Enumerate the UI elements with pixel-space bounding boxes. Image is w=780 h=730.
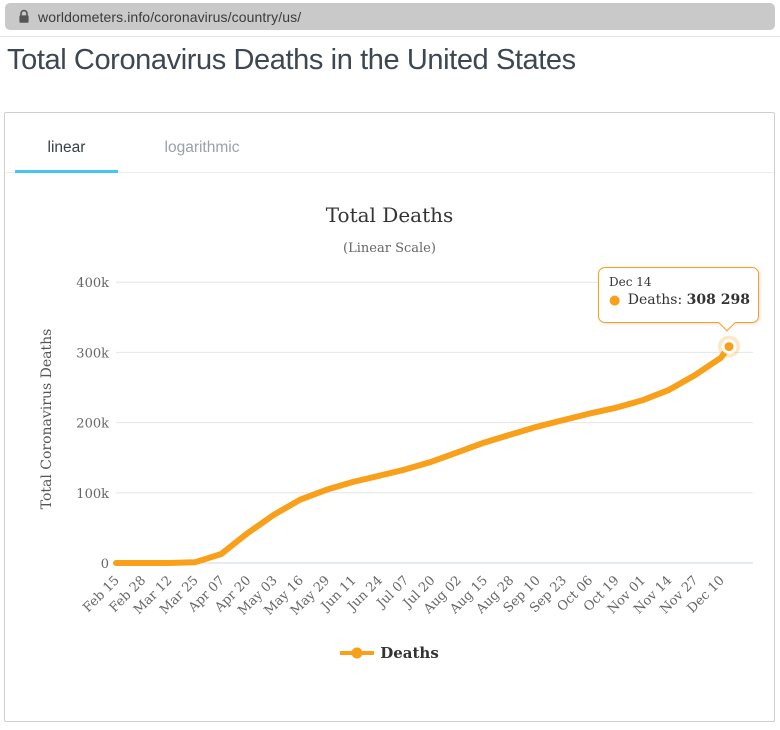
y-tick-label: 100k [76, 487, 109, 502]
selected-point-marker [721, 339, 737, 355]
tooltip-series-label: Deaths: [627, 292, 683, 308]
page-title: Total Coronavirus Deaths in the United S… [7, 44, 576, 76]
y-tick-label: 300k [76, 346, 109, 361]
lock-icon [18, 9, 30, 24]
browser-divider [0, 36, 780, 37]
tooltip-value: 308 298 [686, 292, 750, 308]
y-tick-label: 200k [76, 417, 109, 432]
chart-title: Total Deaths [325, 203, 454, 227]
tooltip-value-row: ● Deaths: 308 298 [609, 292, 750, 308]
scale-tabs: linear logarithmic [5, 129, 774, 173]
tab-logarithmic[interactable]: logarithmic [164, 139, 240, 156]
deaths-series-line [113, 343, 732, 566]
y-tick-label: 0 [101, 557, 109, 572]
legend-line-marker-icon [340, 647, 375, 659]
series-bullet-icon: ● [609, 293, 621, 308]
chart-card: linear logarithmic Total Deaths (Linear … [4, 112, 775, 722]
legend-label: Deaths [380, 644, 439, 662]
url-text: worldometers.info/coronavirus/country/us… [38, 8, 302, 25]
legend-item-deaths[interactable]: Deaths [5, 644, 774, 662]
tooltip-date: Dec 14 [609, 275, 652, 289]
tab-linear[interactable]: linear [15, 129, 118, 173]
y-tick-label: 400k [76, 276, 109, 291]
browser-address-bar[interactable]: worldometers.info/coronavirus/country/us… [5, 3, 775, 30]
chart-subtitle: (Linear Scale) [343, 241, 436, 256]
chart-tooltip: Dec 14 ● Deaths: 308 298 [598, 267, 759, 332]
